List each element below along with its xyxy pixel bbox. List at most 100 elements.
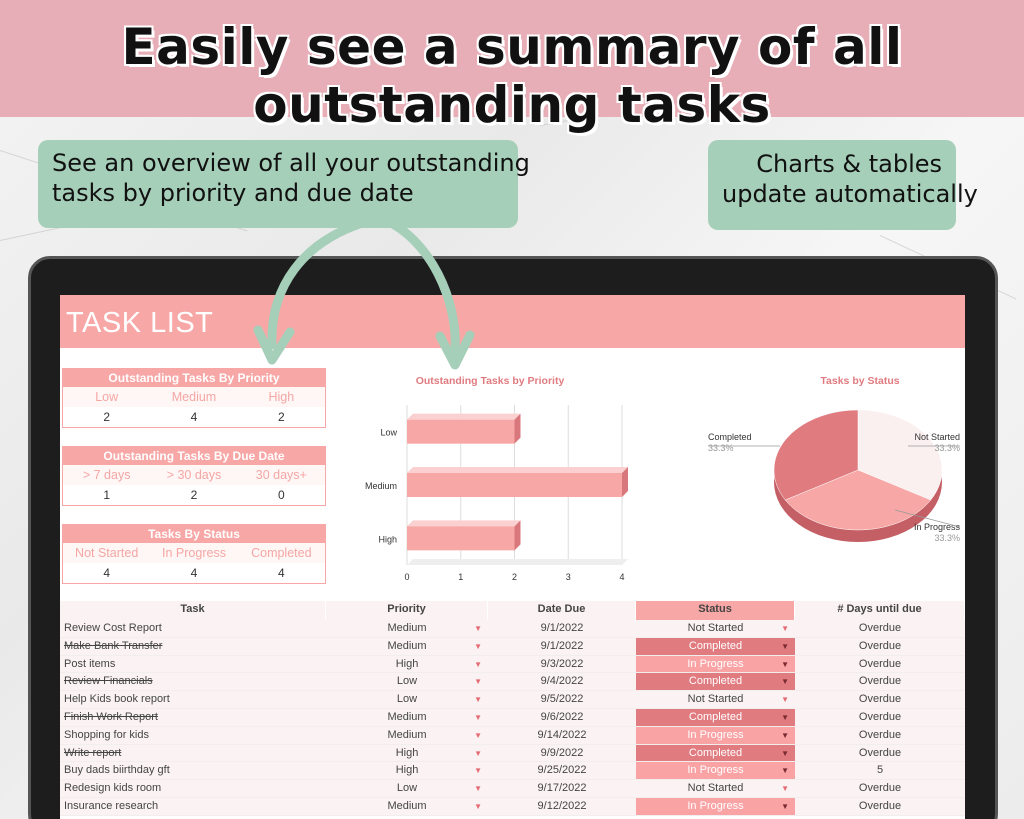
task-cell[interactable]: Make Bank Transfer: [60, 637, 326, 655]
dropdown-arrow-icon[interactable]: ▼: [781, 695, 789, 705]
column-header-status[interactable]: Status: [636, 601, 795, 620]
task-cell[interactable]: Review Financials: [60, 673, 326, 691]
summary-due-header: 30 days+: [237, 465, 325, 485]
status-cell[interactable]: Completed ▼: [636, 744, 795, 762]
status-value: Completed: [688, 675, 743, 688]
date-due-cell[interactable]: 9/12/2022: [488, 797, 636, 815]
status-cell[interactable]: Not Started ▼: [636, 620, 795, 637]
bar-chart-tick-label: 4: [619, 572, 624, 582]
date-due-cell[interactable]: 9/9/2022: [488, 744, 636, 762]
column-header-days-until-due[interactable]: # Days until due: [795, 601, 965, 620]
summary-status-header: Completed: [237, 543, 325, 563]
priority-cell[interactable]: Medium ▼: [326, 620, 488, 637]
summary-due-value: 1: [63, 485, 151, 505]
column-header-priority[interactable]: Priority: [326, 601, 488, 620]
status-cell[interactable]: Not Started ▼: [636, 691, 795, 708]
table-row: Redesign kids room Low ▼ 9/17/2022 Not Start…: [60, 780, 965, 798]
status-cell[interactable]: In Progress ▼: [636, 655, 795, 673]
priority-cell[interactable]: Low ▼: [326, 780, 488, 797]
dropdown-arrow-icon[interactable]: ▼: [781, 677, 789, 687]
days-until-due-cell: Overdue: [795, 620, 965, 637]
callout-overview-line-1: See an overview of all your outstanding: [52, 149, 530, 177]
priority-cell[interactable]: High ▼: [326, 744, 488, 762]
bar-high: [407, 526, 515, 551]
dropdown-arrow-icon[interactable]: ▼: [474, 659, 482, 669]
dropdown-arrow-icon[interactable]: ▼: [474, 766, 482, 776]
priority-cell[interactable]: Medium ▼: [326, 637, 488, 655]
date-due-cell[interactable]: 9/1/2022: [488, 620, 636, 637]
task-cell[interactable]: Shopping for kids: [60, 726, 326, 744]
bar-side-face: [514, 520, 521, 551]
date-due-cell[interactable]: 9/5/2022: [488, 691, 636, 708]
task-cell[interactable]: Review Cost Report: [60, 620, 326, 637]
dropdown-arrow-icon[interactable]: ▼: [781, 766, 789, 776]
column-header-task[interactable]: Task: [60, 601, 326, 620]
dropdown-arrow-icon[interactable]: ▼: [474, 730, 482, 740]
priority-cell[interactable]: Low ▼: [326, 691, 488, 708]
pie-completed-label: Completed: [708, 432, 752, 442]
dropdown-arrow-icon[interactable]: ▼: [474, 801, 482, 811]
days-until-due-cell: 5: [795, 762, 965, 780]
days-until-due-cell: Overdue: [795, 637, 965, 655]
dropdown-arrow-icon[interactable]: ▼: [474, 641, 482, 651]
date-due-cell[interactable]: 9/3/2022: [488, 655, 636, 673]
priority-cell[interactable]: High ▼: [326, 762, 488, 780]
dropdown-arrow-icon[interactable]: ▼: [781, 659, 789, 669]
task-cell[interactable]: Post items: [60, 655, 326, 673]
summary-priority-title: Outstanding Tasks By Priority: [63, 369, 325, 387]
table-row: Finish Work Report Medium ▼ 9/6/2022 Complet…: [60, 708, 965, 727]
dropdown-arrow-icon[interactable]: ▼: [781, 730, 789, 740]
priority-cell[interactable]: Medium ▼: [326, 708, 488, 726]
task-cell[interactable]: Help Kids book report: [60, 691, 326, 708]
dropdown-arrow-icon[interactable]: ▼: [781, 801, 789, 811]
task-cell[interactable]: Buy dads biirthday gft: [60, 762, 326, 780]
summary-due-header: > 7 days: [63, 465, 151, 485]
summary-status-table: Tasks By Status Not Started In Progress …: [62, 524, 326, 584]
date-due-cell[interactable]: 9/1/2022: [488, 637, 636, 655]
date-due-cell[interactable]: 9/4/2022: [488, 673, 636, 691]
date-due-cell[interactable]: 9/25/2022: [488, 762, 636, 780]
summary-due-header: > 30 days: [150, 465, 238, 485]
status-cell[interactable]: Not Started ▼: [636, 780, 795, 797]
pie-completed-percent: 33.3%: [708, 443, 734, 453]
status-value: In Progress: [687, 657, 744, 670]
date-due-cell[interactable]: 9/14/2022: [488, 726, 636, 744]
status-cell[interactable]: Completed ▼: [636, 673, 795, 691]
dropdown-arrow-icon[interactable]: ▼: [781, 712, 789, 722]
date-due-cell[interactable]: 9/17/2022: [488, 780, 636, 797]
summary-priority-header: Medium: [150, 387, 238, 407]
dropdown-arrow-icon[interactable]: ▼: [781, 784, 789, 794]
task-cell[interactable]: Redesign kids room: [60, 780, 326, 797]
dropdown-arrow-icon[interactable]: ▼: [474, 624, 482, 633]
dropdown-arrow-icon[interactable]: ▼: [474, 784, 482, 794]
dropdown-arrow-icon[interactable]: ▼: [474, 748, 482, 758]
dropdown-arrow-icon[interactable]: ▼: [474, 712, 482, 722]
summary-status-header: In Progress: [150, 543, 238, 563]
dropdown-arrow-icon[interactable]: ▼: [781, 748, 789, 758]
priority-cell[interactable]: Low ▼: [326, 673, 488, 691]
dropdown-arrow-icon[interactable]: ▼: [474, 695, 482, 705]
dropdown-arrow-icon[interactable]: ▼: [781, 641, 789, 651]
priority-cell[interactable]: Medium ▼: [326, 726, 488, 744]
status-value: Completed: [688, 710, 743, 723]
status-cell[interactable]: Completed ▼: [636, 637, 795, 655]
priority-cell[interactable]: Medium ▼: [326, 797, 488, 815]
dropdown-arrow-icon[interactable]: ▼: [781, 624, 789, 633]
bar-top-face: [407, 520, 521, 527]
task-cell[interactable]: Finish Work Report: [60, 708, 326, 726]
priority-cell[interactable]: High ▼: [326, 655, 488, 673]
column-header-date-due[interactable]: Date Due: [488, 601, 636, 620]
task-cell[interactable]: Write report: [60, 744, 326, 762]
callout-overview: See an overview of all your outstanding …: [38, 140, 530, 228]
dropdown-arrow-icon[interactable]: ▼: [474, 677, 482, 687]
status-cell[interactable]: In Progress ▼: [636, 797, 795, 815]
summary-status-value: 4: [63, 563, 151, 583]
bar-side-face: [514, 413, 521, 444]
status-cell[interactable]: In Progress ▼: [636, 726, 795, 744]
date-due-cell[interactable]: 9/6/2022: [488, 708, 636, 726]
priority-value: Medium: [387, 728, 427, 741]
task-cell[interactable]: Insurance research: [60, 797, 326, 815]
summary-due-table: Outstanding Tasks By Due Date > 7 days >…: [62, 446, 326, 506]
status-cell[interactable]: Completed ▼: [636, 708, 795, 726]
status-cell[interactable]: In Progress ▼: [636, 762, 795, 780]
